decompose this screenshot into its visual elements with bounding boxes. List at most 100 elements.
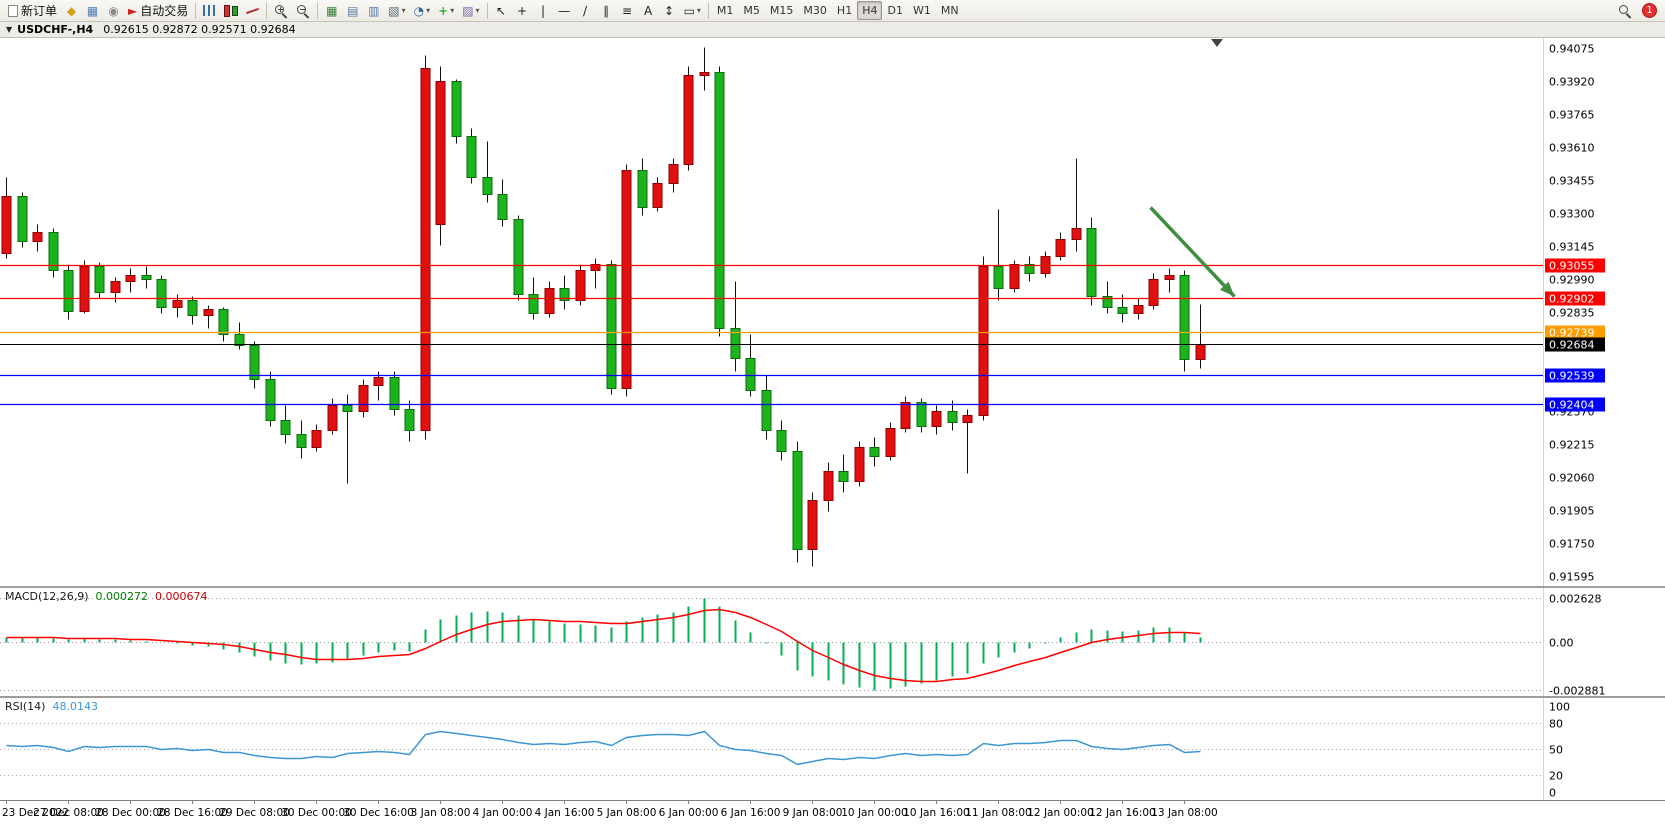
panel-separator[interactable] [0,586,1665,588]
timeframe-m1-button[interactable]: M1 [716,4,734,17]
zoom-in-button[interactable]: + [270,1,292,20]
macd-label: MACD(12,26,9) 0.000272 0.000674 [5,590,208,603]
new-order-button[interactable]: 新订单 [4,1,61,20]
crosshair-button[interactable]: + [512,1,533,20]
rsi-tick-label: 20 [1549,770,1563,783]
new-order-icon [8,4,18,17]
toolbar-separator [317,2,319,19]
price-badge: 0.92404 [1545,397,1605,412]
macd-tick-label: 0.00 [1549,637,1574,650]
symbols-icon-button[interactable]: ◆ [61,1,82,20]
timeframe-m5-button[interactable]: M5 [743,4,760,17]
rsi-panel[interactable]: RSI(14) 48.0143 100 80 50 20 0 [0,698,1665,800]
rsi-line [6,730,1201,766]
templates-button[interactable]: ▨ ▾ [458,1,483,20]
line-chart-button[interactable] [242,1,263,20]
horizontal-line-button[interactable]: — [554,1,575,20]
trendline-icon: / [583,3,588,18]
price-tick-label: 0.93920 [1549,76,1595,89]
toolbar-buttons: 新订单 ◆ ▦ ◉ ► 自动交易 + − ▦ ▤ ▥ ▧ ▾ ◔ ▾ + ▾ ▨ ▾ ↖ + | — / ∥ ≡ A ↕ ▭ ▾ [4,1,712,20]
channel-button[interactable]: ∥ [596,1,617,20]
data-window-icon-button[interactable]: ▦ [82,1,103,20]
candlestick-icon [224,5,238,17]
bar-chart-icon [203,5,217,16]
time-tick-label: 28 Dec 16:00 [157,807,228,819]
price-chart-panel[interactable]: 0.94075 0.93920 0.93765 0.93610 0.93455 0.933… [0,38,1665,586]
price-axis-ticks: 0.94075 0.93920 0.93765 0.93610 0.93455 0.933… [1549,43,1595,584]
fibonacci-icon: ≡ [622,3,633,18]
indicator-list-icon: ▤ [347,3,359,18]
time-tick-label: 12 Jan 00:00 [1027,807,1093,819]
trendline-button[interactable]: / [575,1,596,20]
profiles-button[interactable]: ◔ ▾ [410,1,435,20]
macd-main-value: 0.000272 [95,590,149,603]
price-tick-label: 0.91750 [1549,538,1595,551]
macd-signal-value: 0.000674 [155,590,208,603]
candlestick-chart-button[interactable] [220,1,242,20]
panel-separator[interactable] [0,696,1665,698]
timeframe-m30-button[interactable]: M30 [803,4,827,17]
zoom-out-button[interactable]: − [292,1,314,20]
candlesticks [1,47,1206,567]
time-tick-label: 27 Dec 08:00 [33,807,104,819]
time-tick-label: 4 Jan 16:00 [535,807,595,819]
search-icon-button[interactable] [1614,1,1636,20]
notification-badge[interactable]: 1 [1642,3,1657,18]
time-tick-label: 13 Jan 08:00 [1151,807,1217,819]
auto-trading-button[interactable]: ► 自动交易 [124,1,192,20]
text-button[interactable]: A [638,1,659,20]
rsi-label: RSI(14) 48.0143 [5,700,98,713]
price-tick-label: 0.92215 [1549,439,1595,452]
time-tick-label: 11 Jan 08:00 [965,807,1031,819]
chart-shift-marker[interactable] [1211,39,1223,47]
chart-title-bar: ▼ USDCHF-,H4 0.92615 0.92872 0.92571 0.9… [0,22,1665,38]
indicators-button[interactable]: + ▾ [434,1,458,20]
rsi-value: 48.0143 [52,700,98,713]
time-tick-label: 30 Dec 00:00 [281,807,352,819]
bar-chart-button[interactable] [199,1,220,20]
price-chart-canvas[interactable]: 0.94075 0.93920 0.93765 0.93610 0.93455 0.933… [0,38,1665,586]
zoom-in-icon: + [274,4,288,18]
autotrading-icon: ► [128,3,138,18]
new-chart-button[interactable]: ▧ ▾ [384,1,409,20]
timeframe-group: M1 M5 M15 M30 H1 H4 D1 W1 MN [712,1,964,20]
chart-menu-icon[interactable]: ▼ [6,25,13,34]
time-tick-label: 9 Jan 08:00 [783,807,843,819]
indicator-list-button[interactable]: ▤ [342,1,363,20]
macd-canvas[interactable]: 0.002628 0.00 -0.002881 [0,588,1665,696]
toolbar: 新订单 ◆ ▦ ◉ ► 自动交易 + − ▦ ▤ ▥ ▧ ▾ ◔ ▾ + ▾ ▨ ▾ ↖ + | — / ∥ ≡ A ↕ ▭ ▾ M1 M5… [0,0,1665,22]
svg-text:0.92404: 0.92404 [1549,399,1595,412]
timeframe-d1-button[interactable]: D1 [887,4,903,17]
macd-panel[interactable]: MACD(12,26,9) 0.000272 0.000674 0.002628 0.… [0,588,1665,696]
timeframe-w1-button[interactable]: W1 [912,4,931,17]
dropdown-arrow-icon: ▾ [475,6,480,15]
navigator-icon: ◉ [108,3,119,18]
vertical-line-button[interactable]: | [533,1,554,20]
rsi-name: RSI(14) [5,700,46,713]
arrows-icon: ↕ [664,3,675,18]
tile-windows-button[interactable]: ▦ [321,1,342,20]
trend-arrow-object[interactable] [1149,206,1236,298]
objects-list-icon: ▥ [368,3,380,18]
navigator-icon-button[interactable]: ◉ [103,1,124,20]
timeframe-h4-button[interactable]: H4 [857,1,883,20]
symbols-icon: ◆ [66,3,77,18]
shapes-button[interactable]: ▭ ▾ [680,1,705,20]
fibonacci-button[interactable]: ≡ [617,1,638,20]
price-badge: 0.92684 [1545,337,1605,352]
timeframe-m15-button[interactable]: M15 [769,4,794,17]
timeframe-mn-button[interactable]: MN [940,4,959,17]
timeframe-h1-button[interactable]: H1 [836,4,853,17]
time-tick-label: 3 Jan 08:00 [411,807,471,819]
cursor-button[interactable]: ↖ [491,1,512,20]
line-chart-icon [246,6,259,16]
rsi-canvas[interactable]: 100 80 50 20 0 [0,698,1665,800]
arrows-button[interactable]: ↕ [659,1,680,20]
price-tick-label: 0.94075 [1549,43,1595,56]
time-tick-label: 10 Jan 00:00 [841,807,907,819]
chart-symbol-period: USDCHF-,H4 [17,23,94,36]
objects-list-button[interactable]: ▥ [363,1,384,20]
macd-name: MACD(12,26,9) [5,590,89,603]
macd-tick-label: 0.002628 [1549,593,1602,606]
